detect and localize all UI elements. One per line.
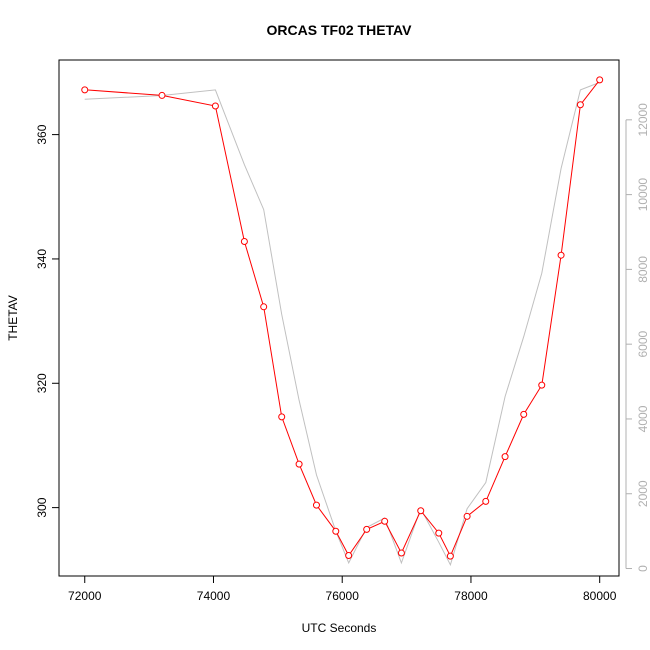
y-tick-label: 320 xyxy=(35,373,49,393)
y2-axis: 0 2000 4000 6000 8000 10000 12000 xyxy=(625,103,650,572)
y-axis: 300 320 340 360 xyxy=(35,124,59,518)
data-point xyxy=(211,102,219,110)
y-tick-label: 300 xyxy=(35,497,49,517)
data-point xyxy=(576,101,584,109)
series-line-left xyxy=(84,79,601,558)
x-axis: 72000 74000 76000 78000 80000 xyxy=(68,576,617,603)
data-point xyxy=(538,381,546,389)
data-point xyxy=(81,86,89,94)
data-point xyxy=(501,453,509,461)
data-point xyxy=(158,91,166,99)
data-point xyxy=(596,76,604,84)
y-tick-label: 360 xyxy=(35,124,49,144)
chart-title: ORCAS TF02 THETAV xyxy=(267,22,413,38)
data-point xyxy=(363,525,371,533)
data-point xyxy=(312,501,320,509)
y2-tick-label: 2000 xyxy=(636,480,650,507)
x-tick-label: 74000 xyxy=(197,589,231,603)
x-tick-label: 78000 xyxy=(454,589,488,603)
data-point xyxy=(397,549,405,557)
y2-tick-label: 4000 xyxy=(636,405,650,432)
data-point xyxy=(482,497,490,505)
plot-frame xyxy=(58,59,620,577)
x-tick-label: 76000 xyxy=(326,589,360,603)
data-point xyxy=(417,507,425,515)
y2-tick-label: 8000 xyxy=(636,256,650,283)
data-point xyxy=(381,517,389,525)
data-point xyxy=(295,460,303,468)
data-point xyxy=(463,512,471,520)
series-line-right xyxy=(84,81,600,567)
data-point xyxy=(332,527,340,535)
series-layer xyxy=(81,76,604,567)
data-point xyxy=(345,551,353,559)
y2-tick-label: 0 xyxy=(636,565,650,572)
y-tick-label: 340 xyxy=(35,249,49,269)
y2-tick-label: 12000 xyxy=(636,103,650,137)
y2-tick-label: 10000 xyxy=(636,178,650,212)
y-axis-label: THETAV xyxy=(6,295,20,341)
data-point xyxy=(446,552,454,560)
y2-tick-label: 6000 xyxy=(636,331,650,358)
data-point xyxy=(260,303,268,311)
data-point xyxy=(240,238,248,246)
x-tick-label: 72000 xyxy=(68,589,102,603)
x-axis-label: UTC Seconds xyxy=(302,621,377,635)
data-point xyxy=(278,413,286,421)
x-tick-label: 80000 xyxy=(583,589,617,603)
data-point xyxy=(557,251,565,259)
data-point xyxy=(435,529,443,537)
data-point xyxy=(520,410,528,418)
